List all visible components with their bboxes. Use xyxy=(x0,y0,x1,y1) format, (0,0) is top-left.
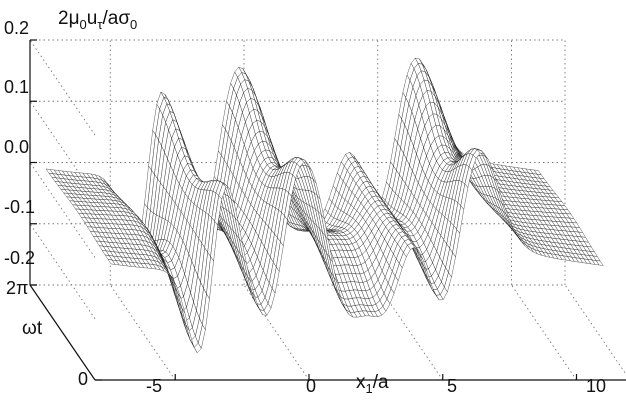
grid-line xyxy=(511,284,577,381)
grid-line xyxy=(29,162,96,258)
z-axis-title: 2μ0uτ/aσ0 xyxy=(58,8,137,32)
z-tick-label: 0.1 xyxy=(4,77,29,97)
surface-mesh xyxy=(45,57,604,353)
grid-line xyxy=(109,284,176,381)
z-tick-label: -0.2 xyxy=(4,248,35,268)
y-tick-label: 2π xyxy=(6,278,28,298)
grid-line xyxy=(564,284,626,375)
axes xyxy=(29,39,626,381)
x-tick-label: 5 xyxy=(447,376,457,396)
grid-line xyxy=(29,39,96,136)
grid-line xyxy=(29,223,96,320)
y-axis-title: ωt xyxy=(22,318,43,339)
x-tick-label: 10 xyxy=(586,376,606,396)
z-tick-label: 0.0 xyxy=(4,137,29,157)
surface-cell xyxy=(595,260,604,266)
y-axis-line xyxy=(29,284,96,381)
z-tick-label: 0.2 xyxy=(4,18,29,38)
x-axis-title: x1/a xyxy=(356,372,389,396)
x-tick-label: -5 xyxy=(146,376,162,396)
x-tick-label: 0 xyxy=(306,376,316,396)
y-tick-label: 0 xyxy=(78,369,88,389)
z-tick-label: -0.1 xyxy=(4,197,35,217)
